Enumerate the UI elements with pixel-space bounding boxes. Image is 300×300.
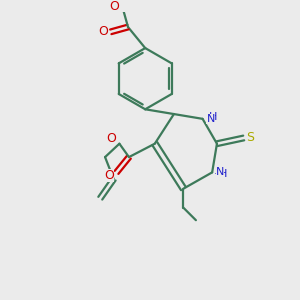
Text: O: O <box>106 132 116 146</box>
Text: S: S <box>246 131 254 145</box>
Text: H: H <box>218 169 227 179</box>
Text: O: O <box>110 1 120 13</box>
Text: O: O <box>98 25 108 38</box>
Text: N: N <box>216 167 224 177</box>
Text: N: N <box>206 114 215 124</box>
Text: H: H <box>209 112 217 122</box>
Text: O: O <box>104 169 114 182</box>
